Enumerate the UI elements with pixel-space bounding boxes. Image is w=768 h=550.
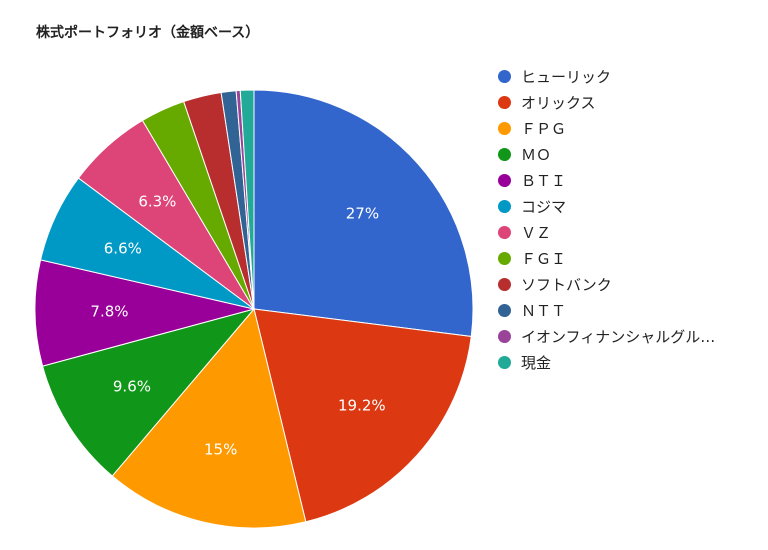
- legend-label: ＮＴＴ: [521, 301, 567, 320]
- legend-label: オリックス: [521, 93, 596, 112]
- pie-slice[interactable]: [34, 259, 255, 367]
- legend-item[interactable]: コジマ: [498, 193, 715, 219]
- legend-label: ＦＧＩ: [521, 249, 567, 268]
- slice-data-label: 6.3%: [138, 192, 176, 210]
- slice-data-label: 6.6%: [104, 239, 142, 257]
- legend-swatch: [498, 95, 511, 109]
- legend-swatch: [498, 173, 511, 187]
- legend-swatch: [498, 303, 511, 317]
- legend-label: ヒューリック: [521, 67, 612, 86]
- legend-item[interactable]: ＦＰＧ: [498, 115, 715, 141]
- legend-swatch: [498, 225, 511, 239]
- legend-swatch: [498, 69, 511, 83]
- legend-label: ＢＴＩ: [521, 171, 567, 190]
- legend-item[interactable]: 現金: [498, 349, 715, 375]
- legend-label: ソフトバンク: [521, 275, 612, 294]
- legend-label: ＦＰＧ: [521, 119, 567, 138]
- legend-swatch: [498, 251, 511, 265]
- slice-data-label: 27%: [346, 204, 379, 222]
- legend-label: ＭＯ: [521, 145, 552, 164]
- slice-data-label: 15%: [204, 441, 237, 459]
- legend-label: 現金: [521, 353, 552, 372]
- legend-item[interactable]: ＮＴＴ: [498, 297, 715, 323]
- legend-label: コジマ: [521, 197, 567, 216]
- legend-label: イオンフィナンシャルグル…: [521, 327, 716, 346]
- legend-swatch: [498, 329, 511, 343]
- legend-swatch: [498, 277, 511, 291]
- slice-data-label: 19.2%: [338, 396, 386, 414]
- legend-swatch: [498, 121, 511, 135]
- slice-data-label: 7.8%: [90, 303, 128, 321]
- pie-slice[interactable]: [111, 307, 307, 529]
- pie-slice[interactable]: [253, 89, 474, 338]
- legend-label: ＶＺ: [521, 223, 552, 242]
- legend-item[interactable]: ＶＺ: [498, 219, 715, 245]
- pie-slice[interactable]: [41, 308, 256, 477]
- legend-item[interactable]: ソフトバンク: [498, 271, 715, 297]
- legend-item[interactable]: ＦＧＩ: [498, 245, 715, 271]
- legend: ヒューリック オリックス ＦＰＧ ＭＯ ＢＴＩ コジマ ＶＺ ＦＧＩ ソフトバンク ＮＴＴ イオンフ…: [498, 63, 715, 375]
- pie-slice[interactable]: [253, 308, 472, 523]
- slice-data-label: 9.6%: [113, 377, 151, 395]
- legend-swatch: [498, 199, 511, 213]
- pie-slice[interactable]: [239, 89, 255, 310]
- legend-item[interactable]: ＭＯ: [498, 141, 715, 167]
- legend-swatch: [498, 355, 511, 369]
- legend-item[interactable]: ヒューリック: [498, 63, 715, 89]
- legend-item[interactable]: ＢＴＩ: [498, 167, 715, 193]
- legend-swatch: [498, 147, 511, 161]
- legend-item[interactable]: オリックス: [498, 89, 715, 115]
- legend-item[interactable]: イオンフィナンシャルグル…: [498, 323, 715, 349]
- chart-title: 株式ポートフォリオ（金額ベース）: [36, 25, 260, 41]
